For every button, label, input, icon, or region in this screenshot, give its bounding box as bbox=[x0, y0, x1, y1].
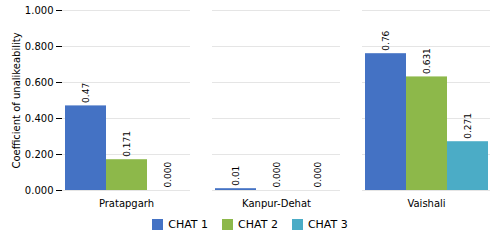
svg-text:Pratapgarh: Pratapgarh bbox=[99, 198, 154, 209]
svg-text:0.000: 0.000 bbox=[313, 161, 323, 187]
svg-text:0.01: 0.01 bbox=[231, 166, 241, 186]
html-text:CHAT 3: CHAT 3 bbox=[307, 217, 348, 231]
svg-text:Coefficient of unalikeability: Coefficient of unalikeability bbox=[11, 32, 22, 168]
svg-text:0.200: 0.200 bbox=[25, 149, 54, 160]
svg-text:Kanpur-Dehat: Kanpur-Dehat bbox=[242, 198, 311, 209]
html-text:CHAT 1: CHAT 1 bbox=[168, 217, 209, 231]
svg-text:0.600: 0.600 bbox=[25, 77, 54, 88]
svg-text:1.000: 1.000 bbox=[25, 5, 54, 16]
svg-text:0.631: 0.631 bbox=[422, 48, 432, 74]
svg-text:0.000: 0.000 bbox=[25, 185, 54, 196]
svg-text:0.171: 0.171 bbox=[122, 131, 132, 157]
svg-text:0.47: 0.47 bbox=[81, 83, 91, 103]
svg-text:0.800: 0.800 bbox=[25, 41, 54, 52]
svg-text:0.400: 0.400 bbox=[25, 113, 54, 124]
html-text:CHAT 2: CHAT 2 bbox=[238, 217, 278, 231]
svg-text:Vaishali: Vaishali bbox=[407, 198, 445, 209]
svg-text:0.000: 0.000 bbox=[163, 161, 173, 187]
svg-text:0.000: 0.000 bbox=[272, 161, 282, 187]
svg-text:0.271: 0.271 bbox=[463, 113, 473, 139]
svg-text:0.76: 0.76 bbox=[381, 30, 391, 50]
